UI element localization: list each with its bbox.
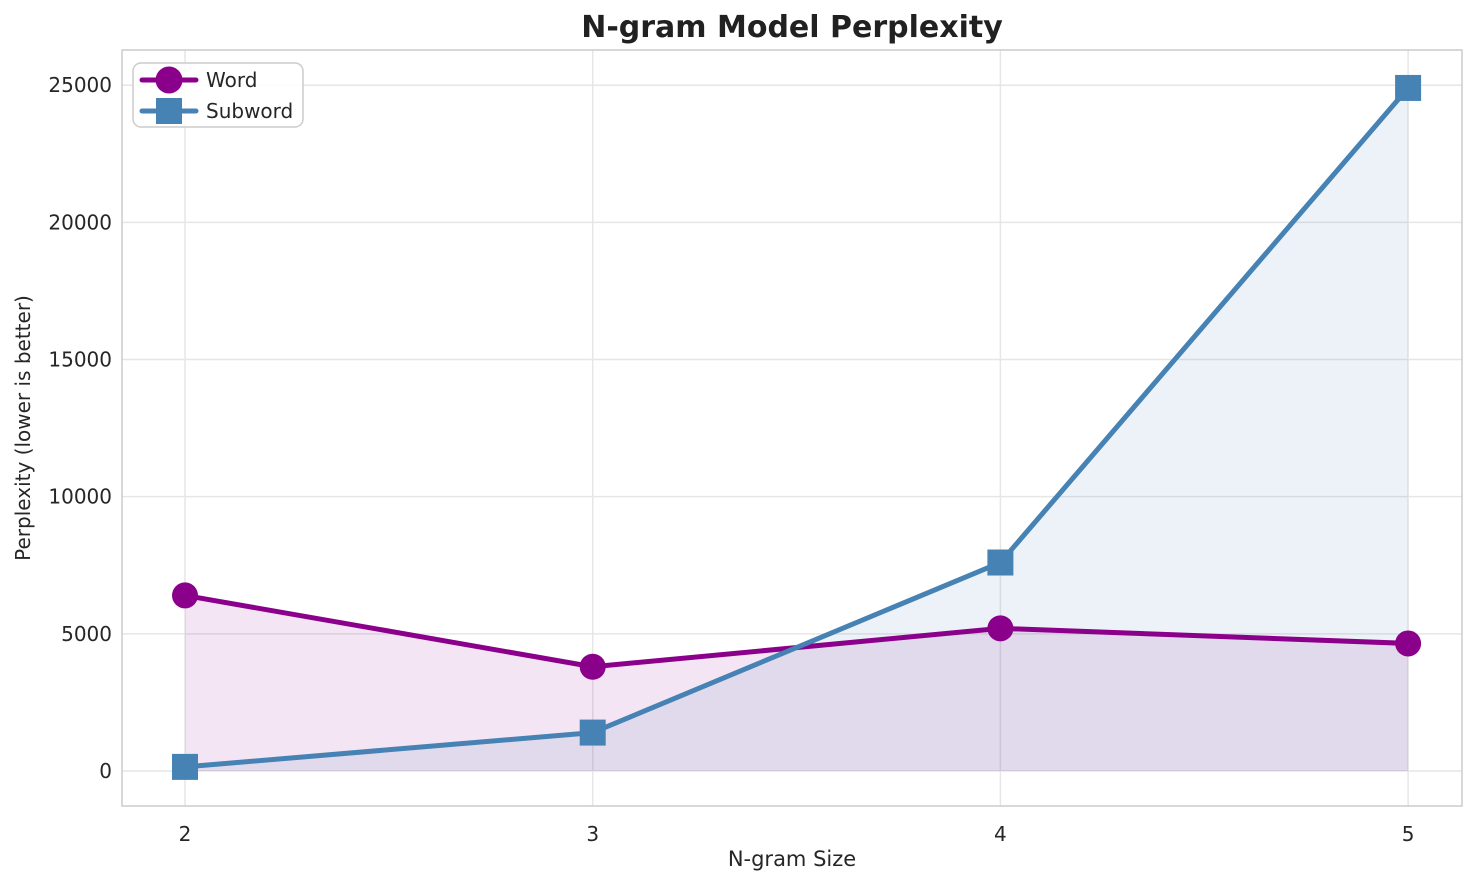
- x-tick-label: 4: [994, 822, 1007, 846]
- subword-marker-square: [579, 719, 606, 746]
- x-tick-label: 5: [1402, 822, 1415, 846]
- word-marker-circle: [987, 615, 1014, 642]
- legend-label: Word: [206, 68, 257, 92]
- y-tick-label: 25000: [48, 73, 112, 97]
- word-marker-circle: [579, 653, 606, 680]
- word-marker-circle: [171, 582, 198, 609]
- subword-area-fill: [184, 87, 1409, 771]
- legend: Word Subword: [132, 62, 304, 128]
- y-tick-label: 0: [99, 759, 112, 783]
- subword-series: [171, 74, 1422, 780]
- chart-title: N-gram Model Perplexity: [581, 10, 1003, 45]
- x-tick-label: 2: [179, 822, 192, 846]
- subword-marker-square: [987, 549, 1014, 576]
- y-axis-label: Perplexity (lower is better): [11, 295, 35, 561]
- series-layer: [171, 74, 1422, 780]
- tick-label-layer: 0 5000 10000 15000 20000 25000 2 3 4 5: [48, 73, 1414, 846]
- y-tick-label: 5000: [61, 622, 112, 646]
- subword-marker-square: [1395, 74, 1422, 101]
- legend-label: Subword: [206, 99, 293, 123]
- legend-circle-marker: [155, 66, 183, 94]
- y-tick-label: 15000: [48, 348, 112, 372]
- x-tick-label: 3: [586, 822, 599, 846]
- y-tick-label: 10000: [48, 485, 112, 509]
- x-axis-label: N-gram Size: [728, 847, 856, 871]
- plot-frame: [121, 49, 1463, 807]
- word-area-fill: [184, 595, 1409, 771]
- word-marker-circle: [1395, 630, 1422, 657]
- area-fill-layer: [184, 87, 1409, 771]
- subword-line: [182, 85, 1411, 770]
- y-tick-label: 20000: [48, 210, 112, 234]
- grid-layer: [122, 50, 1462, 806]
- subword-marker-square: [171, 753, 198, 780]
- legend-square-marker: [156, 98, 182, 124]
